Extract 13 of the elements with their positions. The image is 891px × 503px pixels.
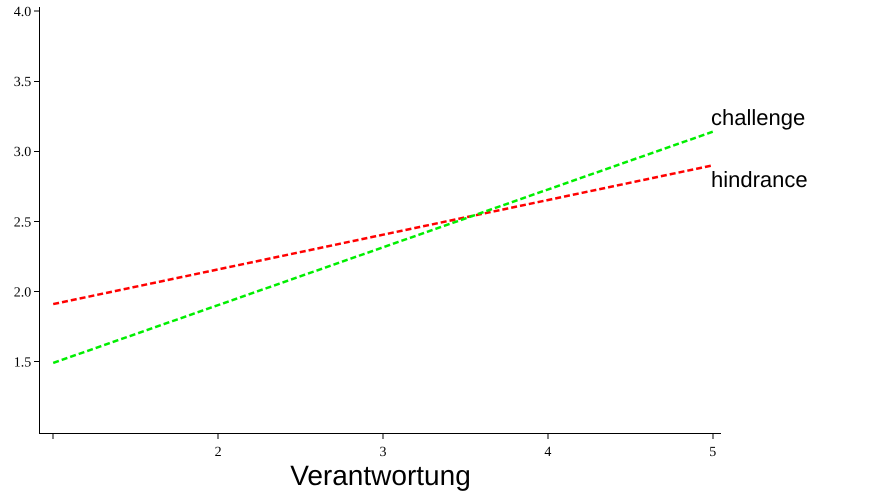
x-tick-label: 2 (214, 444, 222, 460)
series-label: hindrance (711, 167, 808, 192)
y-tick-label: 3.0 (14, 145, 32, 160)
series-label: challenge (711, 105, 806, 130)
y-tick-label: 4.0 (14, 5, 32, 20)
x-tick-label: 3 (379, 444, 386, 460)
x-tick-label: 5 (709, 444, 716, 460)
x-axis-title: Verantwortung (290, 460, 471, 491)
x-tick-label: 4 (544, 444, 552, 460)
y-tick-label: 2.5 (14, 215, 32, 230)
y-tick-label: 3.5 (14, 75, 32, 90)
y-tick-label: 2.0 (14, 285, 32, 300)
y-tick-label: 1.5 (14, 355, 32, 370)
